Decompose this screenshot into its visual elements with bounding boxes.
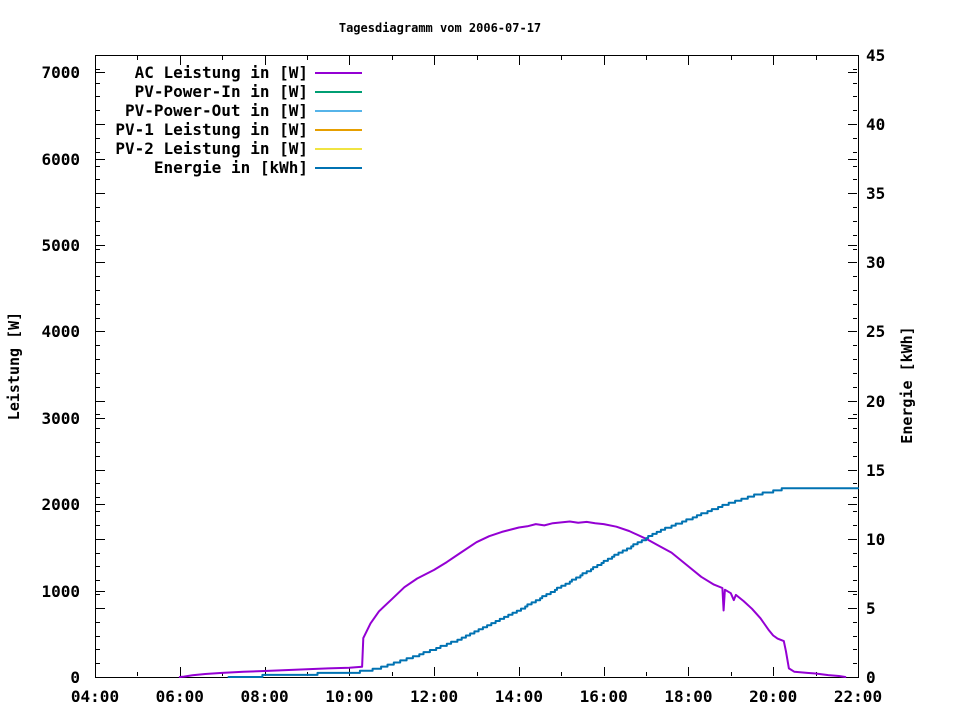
- legend-label: PV-1 Leistung in [W]: [115, 120, 308, 139]
- legend-item-pv1-leistung: PV-1 Leistung in [W]: [95, 120, 362, 139]
- series-line-0: [178, 520, 847, 678]
- y-axis-label-left: Leistung [W]: [5, 311, 23, 421]
- x-tick-label: 20:00: [749, 687, 798, 706]
- y2-tick-label: 25: [866, 322, 886, 342]
- chart-title: Tagesdiagramm vom 2006-07-17: [338, 21, 542, 35]
- plot-border: [95, 55, 859, 678]
- y1-tick-label: 5000: [41, 236, 80, 256]
- y2-tick-label: 0: [866, 668, 876, 687]
- series-line-5: [227, 487, 859, 678]
- y2-tick-label: 40: [866, 115, 886, 135]
- y2-tick-label: 15: [866, 460, 886, 480]
- y2-tick-label: 5: [866, 598, 876, 618]
- legend-line-sample: [315, 90, 362, 93]
- x-tick-label: 16:00: [579, 687, 628, 706]
- x-tick-label: 04:00: [70, 687, 120, 706]
- y1-tick-label: 2000: [41, 495, 80, 515]
- legend-item-pv2-leistung: PV-2 Leistung in [W]: [95, 139, 362, 158]
- legend-line-sample: [315, 109, 362, 112]
- x-tick-label: 14:00: [494, 687, 543, 706]
- y2-tick-label: 10: [866, 529, 886, 549]
- legend-label: PV-Power-In in [W]: [134, 82, 308, 101]
- y2-tick-label: 35: [866, 184, 886, 204]
- x-tick-label: 22:00: [833, 687, 883, 706]
- x-tick-label: 10:00: [325, 687, 374, 706]
- y2-tick-label: 20: [866, 391, 886, 411]
- legend: AC Leistung in [W] PV-Power-In in [W] PV…: [95, 63, 362, 177]
- y1-tick-label: 7000: [41, 63, 80, 83]
- y1-tick-label: 6000: [41, 149, 80, 169]
- legend-line-sample: [315, 166, 362, 169]
- x-tick-label: 12:00: [410, 687, 459, 706]
- y2-tick-label: 30: [866, 253, 886, 273]
- legend-item-pv-power-out: PV-Power-Out in [W]: [95, 101, 362, 120]
- legend-label: Energie in [kWh]: [153, 158, 308, 177]
- x-tick-label: 08:00: [240, 687, 289, 706]
- y1-tick-label: 0: [70, 668, 80, 687]
- legend-item-pv-power-in: PV-Power-In in [W]: [95, 82, 362, 101]
- y-axis-label-right: Energie [kWh]: [898, 326, 916, 444]
- legend-line-sample: [315, 71, 362, 74]
- legend-line-sample: [315, 128, 362, 131]
- legend-label: PV-Power-Out in [W]: [124, 101, 308, 120]
- legend-label: AC Leistung in [W]: [134, 63, 308, 82]
- legend-line-sample: [315, 147, 362, 150]
- y1-tick-label: 1000: [41, 581, 80, 601]
- y1-tick-label: 3000: [41, 408, 80, 428]
- y2-tick-label: 45: [866, 46, 886, 65]
- x-tick-label: 06:00: [155, 687, 204, 706]
- legend-label: PV-2 Leistung in [W]: [115, 139, 308, 158]
- legend-item-ac-leistung: AC Leistung in [W]: [95, 63, 362, 82]
- y1-tick-label: 4000: [41, 322, 80, 342]
- legend-item-energie: Energie in [kWh]: [95, 158, 362, 177]
- x-tick-label: 18:00: [664, 687, 713, 706]
